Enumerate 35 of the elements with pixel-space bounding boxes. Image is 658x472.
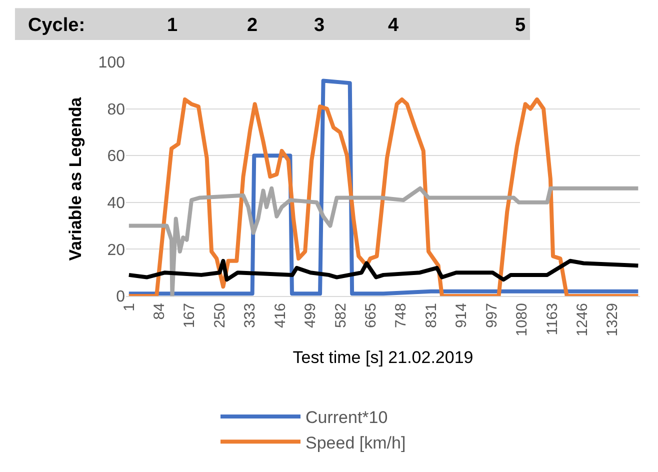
line-series — [126, 258, 640, 282]
x-tick-label: 333 — [242, 303, 259, 328]
x-tick-label: 748 — [392, 303, 410, 328]
text: 1 — [167, 15, 178, 36]
x-tick-label: 582 — [332, 303, 350, 328]
text: 4 — [388, 15, 399, 36]
text: Cycle: — [28, 15, 86, 36]
x-tick-label: 84 — [151, 303, 168, 320]
x-tick-label: 1080 — [514, 303, 531, 336]
y-tick-label: 100 — [98, 54, 126, 72]
legend-label: Speed [km/h] — [306, 433, 406, 452]
y-tick-label: 0 — [116, 288, 126, 306]
x-tick-label: 997 — [483, 303, 500, 328]
text: 5 — [515, 15, 526, 36]
x-tick-label: 1163 — [544, 303, 561, 336]
text: 2 — [247, 15, 258, 36]
x-tick-label: 250 — [211, 303, 228, 328]
x-tick-label: 499 — [302, 303, 320, 328]
x-tick-label: 665 — [362, 303, 380, 328]
legend-label: Current*10 — [306, 408, 388, 428]
y-axis-title: Variable as Legenda — [66, 96, 85, 261]
x-tick-label: 1246 — [574, 303, 591, 336]
x-axis-title: Test time [s] 21.02.2019 — [292, 348, 474, 367]
y-tick-label: 60 — [107, 148, 126, 166]
x-tick-label: 831 — [422, 303, 440, 328]
x-tick-label: 914 — [453, 303, 470, 328]
text: 3 — [314, 15, 325, 36]
x-tick-label: 1 — [120, 303, 138, 312]
y-tick-label: 20 — [107, 242, 126, 259]
x-tick-label: 1329 — [604, 303, 622, 336]
y-tick-label: 80 — [107, 101, 126, 118]
x-tick-label: 167 — [181, 303, 198, 328]
line-series — [126, 186, 640, 296]
y-tick-label: 40 — [107, 195, 126, 212]
x-tick-label: 416 — [272, 303, 289, 328]
